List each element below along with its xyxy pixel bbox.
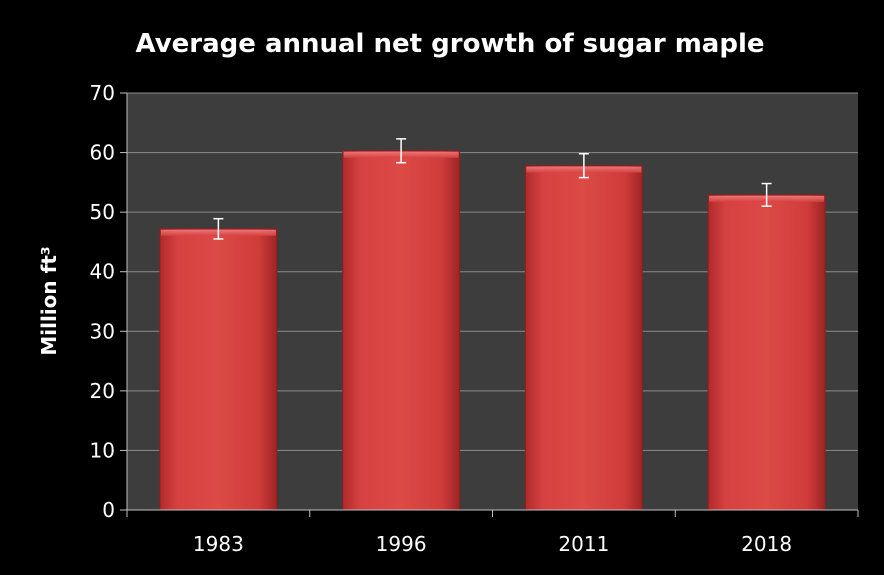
y-axis-ticks: 0 10 20 30 40 50 60 70 bbox=[90, 81, 127, 522]
x-tick-label: 2011 bbox=[558, 532, 609, 556]
y-tick-label: 0 bbox=[102, 498, 115, 522]
bar bbox=[708, 195, 825, 510]
y-axis-label: Million ft³ bbox=[37, 246, 61, 355]
bar bbox=[525, 166, 642, 510]
y-tick-label: 40 bbox=[90, 260, 115, 284]
y-tick-label: 30 bbox=[90, 319, 115, 343]
y-tick-label: 20 bbox=[90, 379, 115, 403]
y-tick-label: 10 bbox=[90, 438, 115, 462]
x-tick-label: 2018 bbox=[741, 532, 792, 556]
x-axis-ticks: 1983 1996 2011 2018 bbox=[193, 510, 858, 556]
bar bbox=[160, 229, 277, 510]
x-tick-label: 1996 bbox=[376, 532, 427, 556]
chart-title: Average annual net growth of sugar maple bbox=[136, 29, 765, 59]
y-tick-label: 70 bbox=[90, 81, 115, 105]
x-tick-label: 1983 bbox=[193, 532, 244, 556]
bar bbox=[343, 151, 460, 510]
y-tick-label: 50 bbox=[90, 200, 115, 224]
y-tick-label: 60 bbox=[90, 141, 115, 165]
